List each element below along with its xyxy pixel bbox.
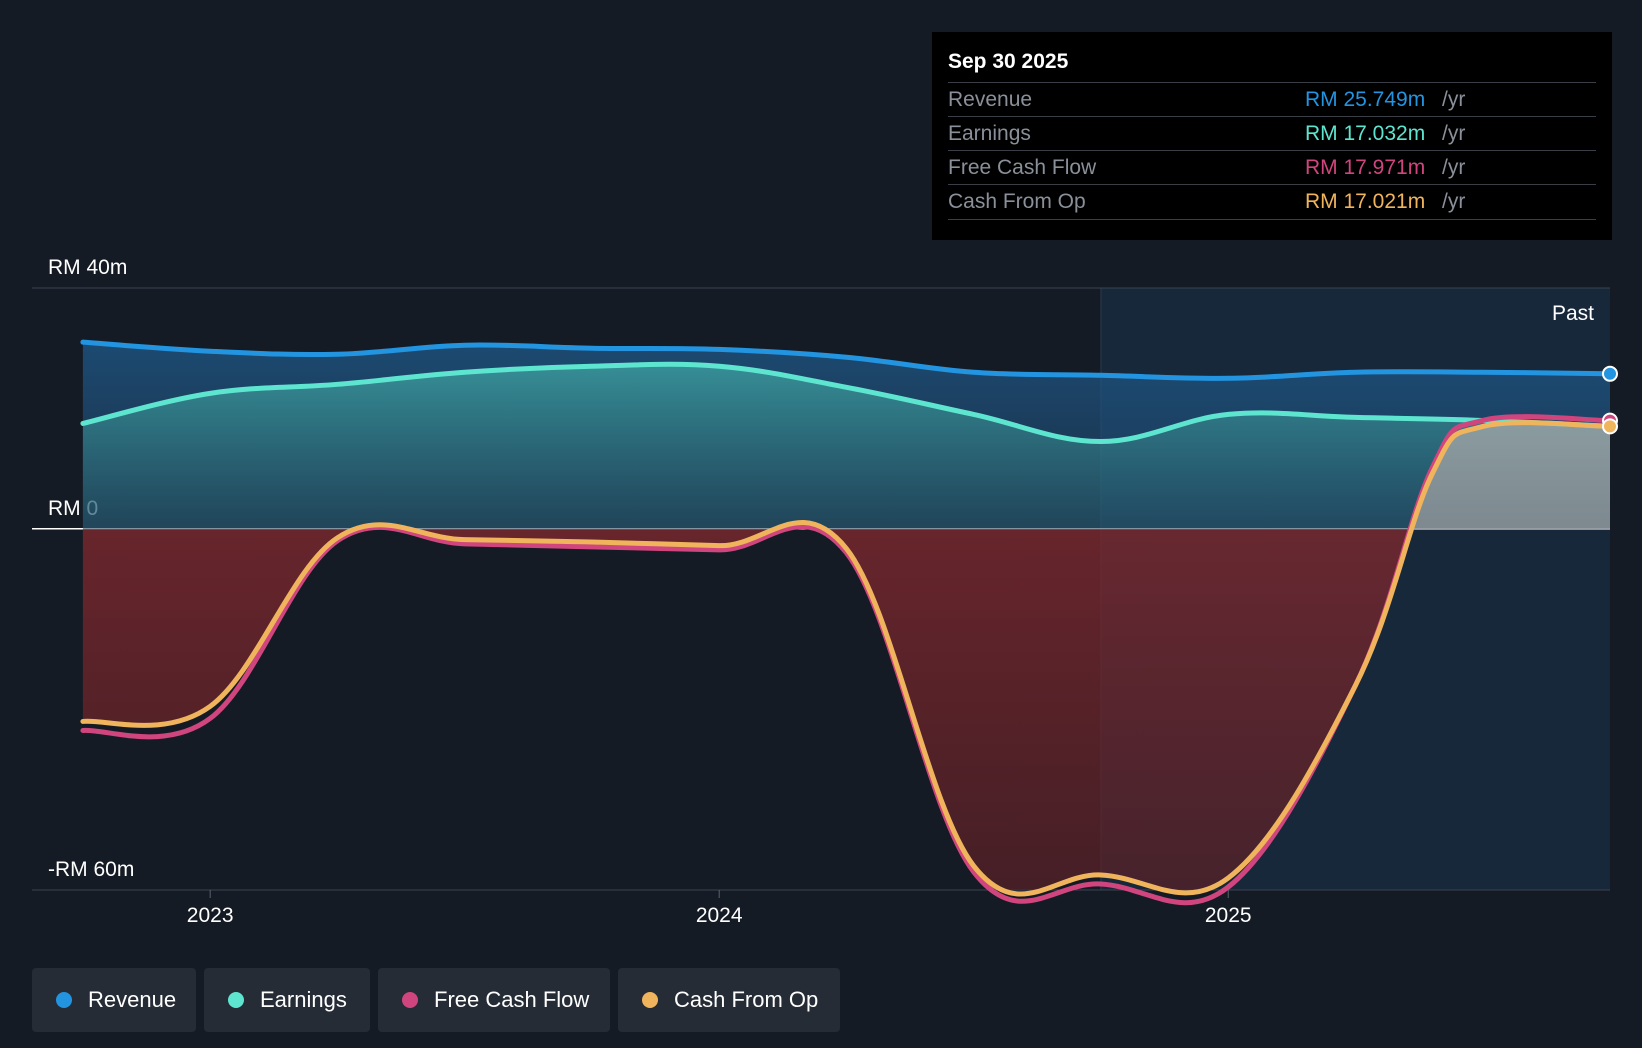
legend-item-earnings[interactable]: Earnings [204,968,370,1032]
revenue-line [80,339,1613,381]
legend-dot-icon [56,992,72,1008]
x-tick-label: 2024 [696,904,743,927]
legend-label: Earnings [260,987,347,1012]
cash-flow-negative-area [82,528,1610,890]
y-tick-label: RM 40m [48,256,127,279]
tooltip-row-cash-from-op: Cash From Op RM 17.021m /yr [948,184,1596,220]
tooltip-row-earnings: Earnings RM 17.032m /yr [948,116,1596,151]
cash-from-op-end-marker [1602,418,1618,435]
tooltip: Sep 30 2025 Revenue RM 25.749m /yr Earni… [932,32,1612,240]
tooltip-row-free-cash-flow: Free Cash Flow RM 17.971m /yr [948,150,1596,185]
legend-dot-icon [642,992,658,1008]
earnings-area [82,364,1611,529]
legend-item-cash-from-op[interactable]: Cash From Op [618,968,840,1032]
tooltip-value: RM 17.971m [1305,156,1426,179]
tooltip-value: RM 25.749m [1305,88,1426,111]
tooltip-value: RM 17.032m [1305,122,1426,145]
tooltip-label: Free Cash Flow [948,156,1097,179]
x-tick-label: 2025 [1205,904,1252,927]
past-label: Past [1552,302,1594,325]
legend-label: Cash From Op [674,987,819,1012]
x-tick-label: 2023 [187,904,234,927]
tooltip-label: Revenue [948,88,1033,111]
legend-dot-icon [228,992,244,1008]
tooltip-unit: /yr [1442,190,1466,213]
tooltip-row-revenue: Revenue RM 25.749m /yr [948,82,1596,117]
legend-label: Free Cash Flow [434,987,590,1012]
earnings-line [80,361,1613,445]
tooltip-value: RM 17.021m [1305,190,1426,213]
tooltip-label: Cash From Op [948,190,1086,213]
y-tick-label: -RM 60m [48,858,134,881]
tooltip-unit: /yr [1442,88,1466,111]
legend-item-free-cash-flow[interactable]: Free Cash Flow [378,968,610,1032]
tooltip-label: Earnings [948,122,1031,145]
cash-from-op-line [80,420,1613,897]
legend-item-revenue[interactable]: Revenue [32,968,196,1032]
tooltip-unit: /yr [1442,122,1466,145]
tooltip-unit: /yr [1442,156,1466,179]
revenue-end-marker [1602,365,1618,382]
legend-dot-icon [402,992,418,1008]
tooltip-date: Sep 30 2025 [948,50,1069,73]
cash-flow-positive-area [82,422,1610,529]
legend-label: Revenue [88,987,177,1012]
